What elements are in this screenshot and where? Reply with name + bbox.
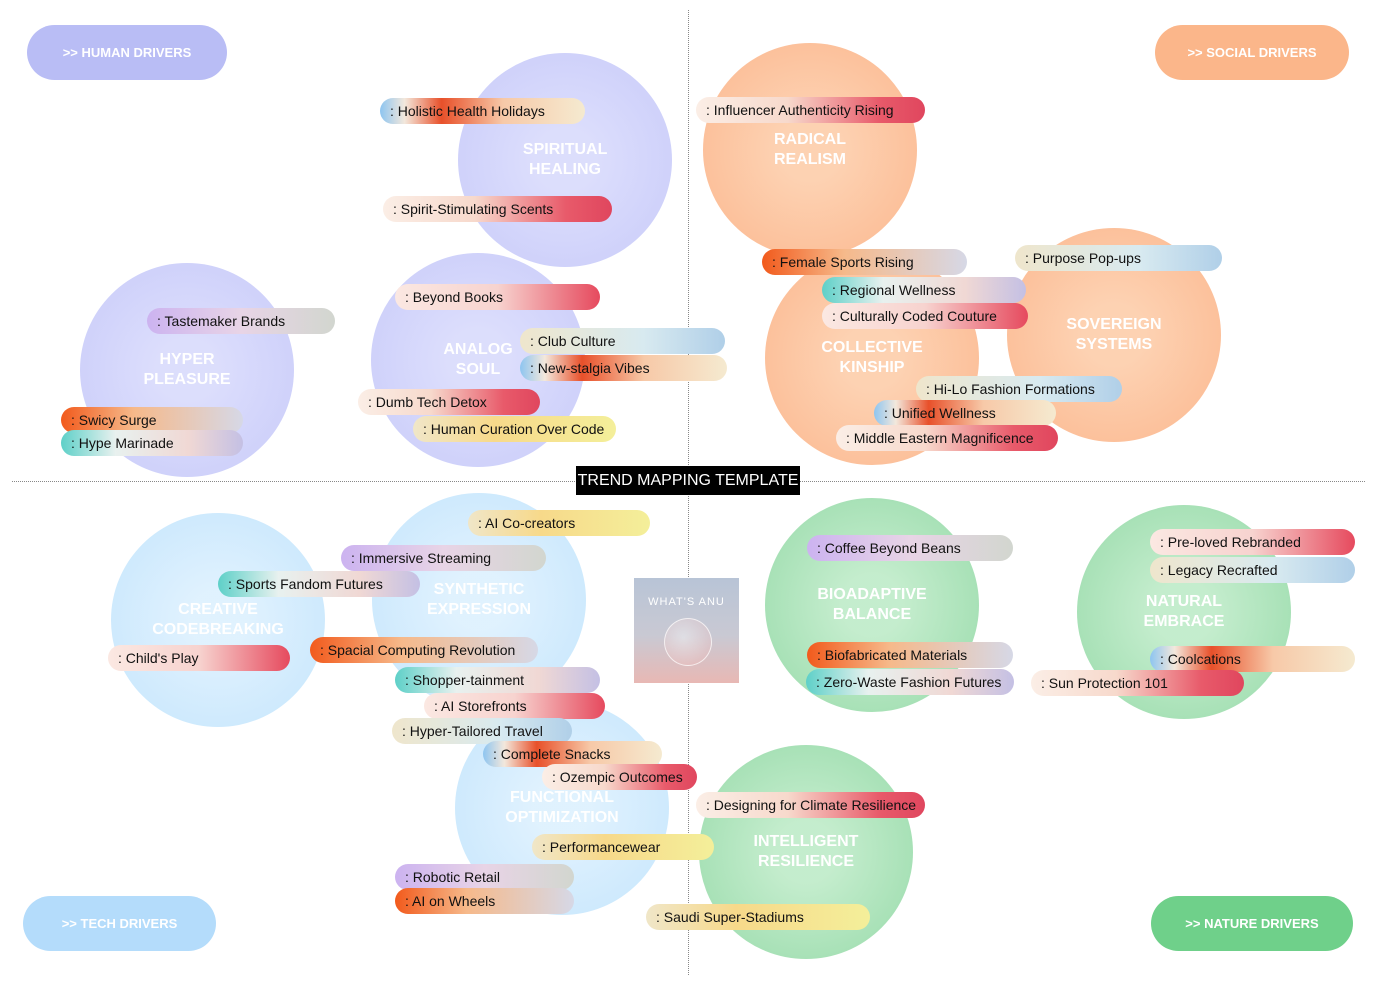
trend-pill: : AI Co-creators <box>468 510 650 536</box>
title: TREND MAPPING TEMPLATE <box>576 466 800 495</box>
trend-pill: : Dumb Tech Detox <box>358 389 540 415</box>
trend-pill: : Zero-Waste Fashion Futures <box>806 669 1014 695</box>
logo-bubble <box>664 618 712 666</box>
cluster-label: RADICAL REALISM <box>774 131 846 168</box>
trend-pill: : Shopper-tainment <box>395 667 600 693</box>
trend-pill: : Legacy Recrafted <box>1150 557 1355 583</box>
cluster-circle: SPIRITUAL HEALING <box>458 53 672 267</box>
trend-pill: : Middle Eastern Magnificence <box>836 425 1058 451</box>
trend-pill: : Hyper-Tailored Travel <box>392 718 572 744</box>
trend-pill: : Complete Snacks <box>483 741 662 767</box>
driver-button: >> TECH DRIVERS <box>23 896 216 951</box>
trend-pill: : Culturally Coded Couture <box>822 303 1028 329</box>
trend-pill: : Tastemaker Brands <box>147 308 335 334</box>
trend-pill: : Beyond Books <box>395 284 600 310</box>
cluster-label: SYNTHETIC EXPRESSION <box>426 581 532 618</box>
trend-pill: : Hi-Lo Fashion Formations <box>916 376 1122 402</box>
cluster-label: SPIRITUAL HEALING <box>522 141 608 178</box>
trend-pill: : Influencer Authenticity Rising <box>696 97 925 123</box>
trend-pill: : Robotic Retail <box>395 864 574 890</box>
trend-pill: : Purpose Pop-ups <box>1015 245 1222 271</box>
cluster-circle: RADICAL REALISM <box>703 43 917 257</box>
trend-pill: : Hype Marinade <box>61 430 243 456</box>
trend-pill: : Holistic Health Holidays <box>380 98 585 124</box>
driver-button: >> NATURE DRIVERS <box>1151 896 1353 951</box>
cluster-label: SOVEREIGN SYSTEMS <box>1066 316 1162 353</box>
trend-pill: : Spirit-Stimulating Scents <box>383 196 612 222</box>
cluster-label: BIOADAPTIVE BALANCE <box>817 586 927 623</box>
trend-pill: : AI on Wheels <box>395 888 574 914</box>
trend-pill: : Performancewear <box>532 834 714 860</box>
cluster-circle: CREATIVE CODEBREAKING <box>111 513 325 727</box>
logo-text: WHAT'S ANU <box>648 596 725 608</box>
trend-pill: : Biofabricated Materials <box>807 642 1013 668</box>
trend-pill: : Spacial Computing Revolution <box>310 637 538 663</box>
trend-pill: : Ozempic Outcomes <box>542 764 697 790</box>
trend-pill: : Female Sports Rising <box>762 249 967 275</box>
trend-pill: : Unified Wellness <box>874 400 1056 426</box>
trend-pill: : Swicy Surge <box>61 407 243 433</box>
cluster-label: COLLECTIVE KINSHIP <box>821 339 923 376</box>
cluster-label: INTELLIGENT RESILIENCE <box>753 833 859 870</box>
trend-pill: : Coolcations <box>1150 646 1355 672</box>
cluster-label: HYPER PLEASURE <box>143 351 231 388</box>
trend-pill: : Saudi Super-Stadiums <box>646 904 870 930</box>
trend-pill: : AI Storefronts <box>424 693 605 719</box>
driver-button: >> SOCIAL DRIVERS <box>1155 25 1349 80</box>
trend-pill: : Immersive Streaming <box>341 545 546 571</box>
logo: WHAT'S ANU <box>634 578 739 683</box>
trend-pill: : Pre-loved Rebranded <box>1150 529 1355 555</box>
trend-pill: : Designing for Climate Resilience <box>696 792 925 818</box>
trend-pill: : Regional Wellness <box>822 277 1026 303</box>
trend-pill: : Sports Fandom Futures <box>218 571 420 597</box>
cluster-label: CREATIVE CODEBREAKING <box>152 601 284 638</box>
trend-pill: : Sun Protection 101 <box>1031 670 1244 696</box>
cluster-label: FUNCTIONAL OPTIMIZATION <box>505 789 619 826</box>
trend-pill: : New-stalgia Vibes <box>520 355 727 381</box>
driver-button: >> HUMAN DRIVERS <box>27 25 227 80</box>
trend-pill: : Human Curation Over Code <box>413 416 616 442</box>
trend-pill: : Club Culture <box>520 328 725 354</box>
trend-pill: : Child's Play <box>108 645 290 671</box>
cluster-label: ANALOG SOUL <box>443 341 513 378</box>
cluster-label: NATURAL EMBRACE <box>1143 593 1225 630</box>
trend-pill: : Coffee Beyond Beans <box>807 535 1013 561</box>
